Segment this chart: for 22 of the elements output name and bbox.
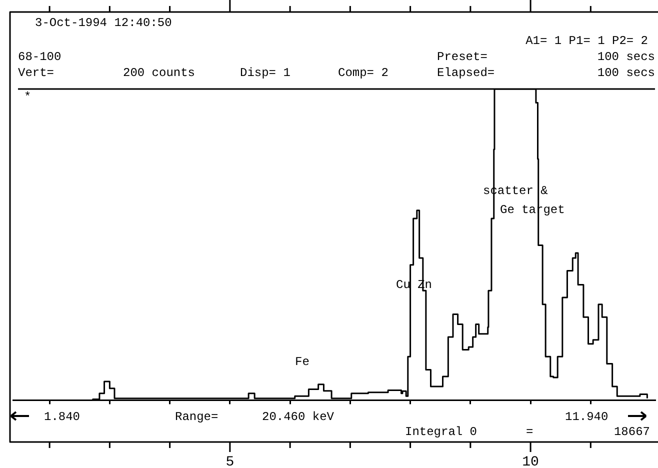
text: Vert= — [18, 66, 54, 80]
text: 11.940 — [565, 410, 608, 424]
annotation: Fe — [295, 355, 310, 369]
x-tick-label: 10 — [522, 454, 539, 468]
text: 68-100 — [18, 50, 62, 64]
text: 100 secs — [597, 66, 655, 80]
text: = — [526, 425, 534, 439]
text: Disp= 1 — [240, 66, 290, 80]
text: Range= — [175, 410, 218, 424]
text: A1= 1 P1= 1 P2= 2 — [526, 34, 648, 48]
text: 20.460 keV — [262, 410, 334, 424]
annotation: * — [24, 90, 32, 104]
text: Preset= — [437, 50, 488, 64]
text: 200 counts — [123, 66, 196, 80]
text: Elapsed= — [437, 66, 495, 80]
x-tick-label: 5 — [226, 454, 234, 468]
text: 3-Oct-1994 12:40:50 — [35, 16, 172, 30]
text: 18667 — [614, 425, 650, 439]
text: 100 secs — [597, 50, 655, 64]
text: Integral 0 — [405, 425, 478, 439]
text: Comp= 2 — [338, 66, 388, 80]
text: 1.840 — [44, 410, 80, 424]
